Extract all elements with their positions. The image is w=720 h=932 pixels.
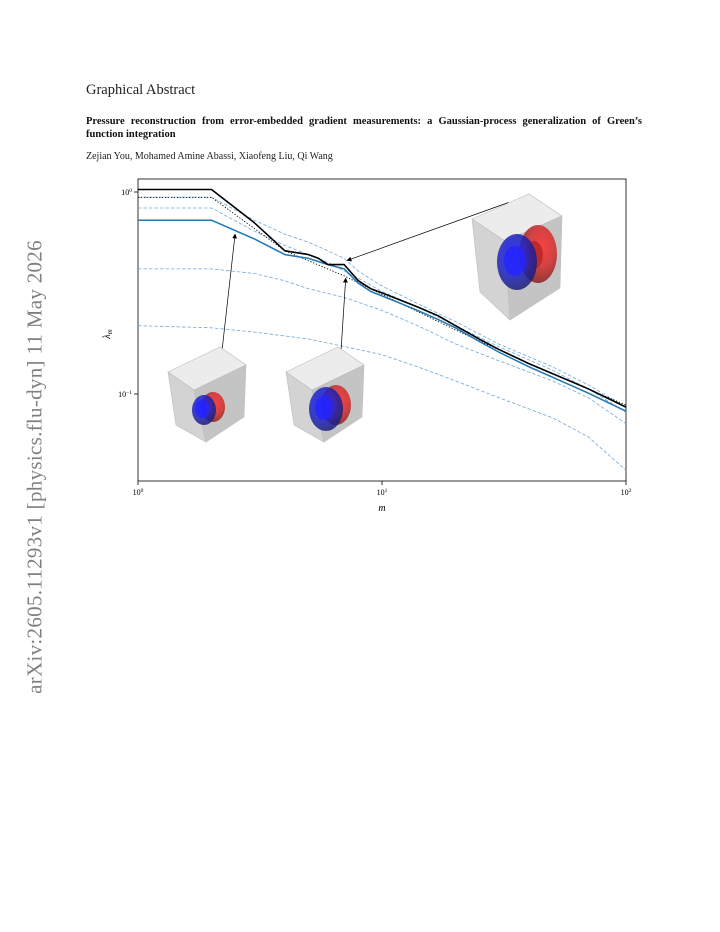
mode-inset-1 [167, 346, 247, 443]
y-tick-label-1: 10−1 [118, 390, 132, 399]
graphical-abstract-figure: 100 101 102 m 100 10−1 λm [86, 172, 646, 522]
y-tick-label-0: 100 [121, 188, 132, 197]
mode-inset-3 [471, 193, 563, 321]
annotation-arrow-0 [221, 233, 238, 355]
eigenvalue-chart: 100 101 102 m 100 10−1 λm [102, 178, 632, 514]
arxiv-sidebar: arXiv:2605.11293v1 [physics.flu-dyn] 11 … [22, 212, 48, 722]
annotation-arrows [221, 202, 509, 355]
series-line-6 [137, 325, 627, 471]
series-line-2 [138, 196, 627, 406]
annotation-arrow-2 [346, 202, 509, 262]
y-axis: 100 10−1 λm [102, 188, 138, 399]
x-tick-label-2: 102 [621, 488, 632, 497]
x-axis: 100 101 102 m [133, 481, 632, 514]
annotation-arrow-1 [340, 277, 348, 350]
arxiv-id: arXiv:2605.11293v1 [physics.flu-dyn] 11 … [22, 240, 47, 694]
series-line-1 [138, 219, 627, 412]
section-heading: Graphical Abstract [86, 82, 196, 98]
mode-inset-2 [285, 346, 365, 443]
y-axis-label: λm [102, 329, 114, 339]
x-tick-label-0: 100 [133, 488, 144, 497]
series-line-4 [138, 207, 627, 413]
paper-authors: Zejian You, Mohamed Amine Abassi, Xiaofe… [86, 151, 333, 162]
series-line-5 [138, 268, 627, 425]
x-tick-label-1: 101 [377, 488, 388, 497]
series-line-0 [138, 188, 627, 408]
series-layer [137, 188, 627, 471]
paper-title: Pressure reconstruction from error-embed… [86, 116, 642, 140]
x-axis-label: m [378, 503, 385, 514]
series-line-3 [138, 196, 627, 408]
